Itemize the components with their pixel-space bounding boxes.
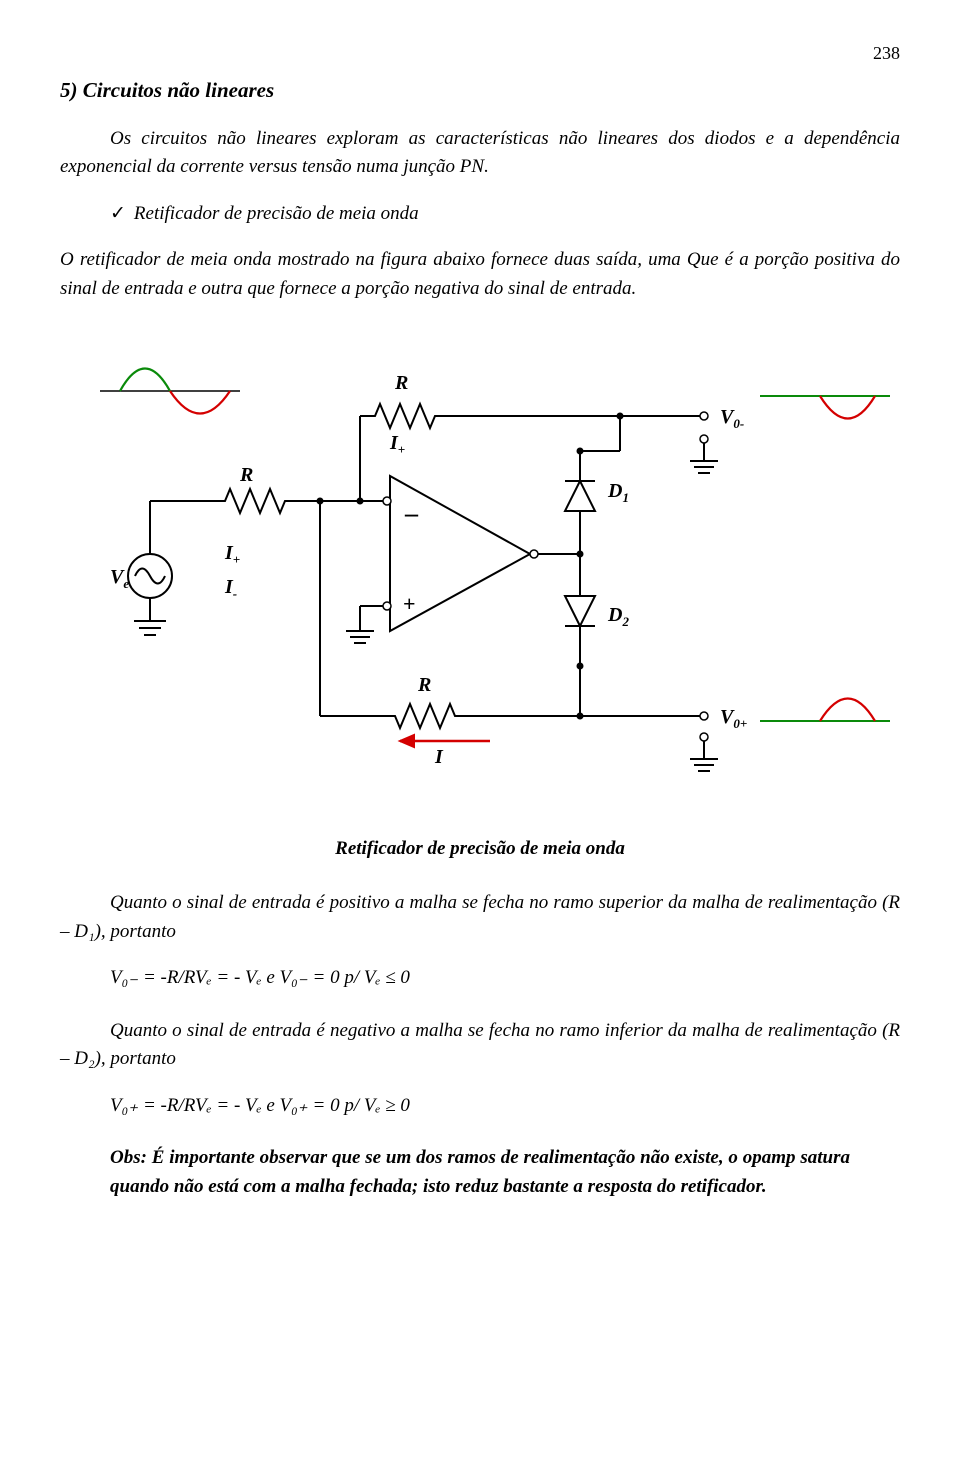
label-i-top: I+	[389, 432, 405, 457]
label-r-bot: R	[417, 674, 431, 696]
body-paragraph-1: O retificador de meia onda mostrado na f…	[60, 246, 900, 303]
source-ve	[128, 501, 210, 635]
opamp	[346, 476, 530, 643]
label-d1: D1	[607, 480, 629, 505]
label-i-out: I	[434, 746, 444, 768]
subsection-label: Retificador de precisão de meia onda	[134, 203, 419, 224]
output-wave-v0plus-icon	[760, 699, 890, 722]
resistor-input	[210, 489, 300, 513]
resistor-bot-shape	[380, 704, 470, 728]
opamp-minus: _	[404, 490, 419, 519]
label-iminus: I-	[224, 576, 237, 601]
input-wave-icon	[100, 369, 240, 414]
label-v0minus: V0-	[720, 406, 744, 431]
label-v0plus: V0+	[720, 706, 747, 731]
label-iplus: I+	[224, 542, 240, 567]
analysis-p1: Quanto o sinal de entrada é positivo a m…	[60, 889, 900, 946]
circuit-svg: Ve R I+ I- R I+ _ +	[60, 321, 900, 801]
opamp-plus: +	[403, 591, 416, 616]
label-r-top: R	[394, 372, 408, 394]
equation-1: V₀₋ = -R/RVₑ = - Vₑ e V₀₋ = 0 p/ Vₑ ≤ 0	[110, 964, 900, 993]
circuit-diagram: Ve R I+ I- R I+ _ +	[60, 321, 900, 811]
page-number: 238	[60, 40, 900, 67]
label-d2: D2	[607, 604, 629, 629]
terminal-v0plus	[700, 712, 708, 720]
terminal-v0minus	[700, 412, 708, 420]
diode-d2	[565, 554, 595, 670]
equation-2: V₀₊ = -R/RVₑ = - Vₑ e V₀₊ = 0 p/ Vₑ ≥ 0	[110, 1092, 900, 1121]
diagram-caption: Retificador de precisão de meia onda	[60, 835, 900, 864]
resistor-top	[360, 404, 450, 428]
label-ve: Ve	[110, 566, 129, 591]
intro-paragraph: Os circuitos não lineares exploram as ca…	[60, 125, 900, 182]
analysis-p2: Quanto o sinal de entrada é negativo a m…	[60, 1017, 900, 1074]
subsection-title: ✓ Retificador de precisão de meia onda	[110, 200, 900, 229]
section-title: 5) Circuitos não lineares	[60, 75, 900, 107]
observation-note: Obs: É importante observar que se um dos…	[110, 1144, 850, 1201]
output-wave-v0minus-icon	[760, 396, 890, 419]
label-r-in: R	[239, 464, 253, 486]
check-icon: ✓	[110, 203, 126, 224]
